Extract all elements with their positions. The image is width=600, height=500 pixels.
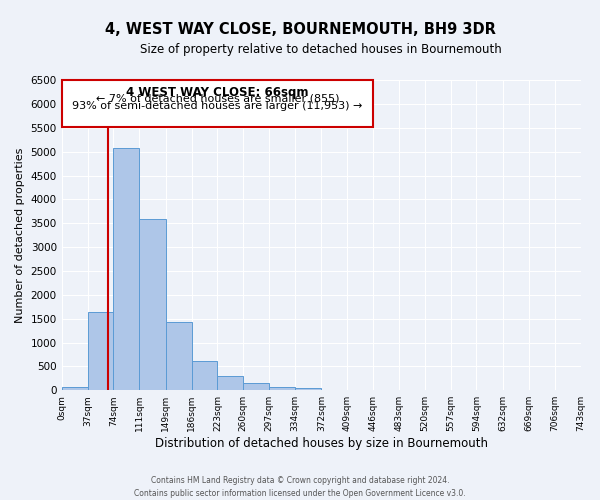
FancyBboxPatch shape bbox=[62, 80, 373, 126]
Bar bbox=[269, 386, 295, 390]
Text: ← 7% of detached houses are smaller (855): ← 7% of detached houses are smaller (855… bbox=[95, 93, 339, 103]
Bar bbox=[243, 383, 269, 390]
Bar bbox=[166, 322, 191, 390]
Text: Contains HM Land Registry data © Crown copyright and database right 2024.
Contai: Contains HM Land Registry data © Crown c… bbox=[134, 476, 466, 498]
Text: 4, WEST WAY CLOSE, BOURNEMOUTH, BH9 3DR: 4, WEST WAY CLOSE, BOURNEMOUTH, BH9 3DR bbox=[104, 22, 496, 38]
Title: Size of property relative to detached houses in Bournemouth: Size of property relative to detached ho… bbox=[140, 42, 502, 56]
Text: 4 WEST WAY CLOSE: 66sqm: 4 WEST WAY CLOSE: 66sqm bbox=[126, 86, 308, 99]
Text: 93% of semi-detached houses are larger (11,953) →: 93% of semi-detached houses are larger (… bbox=[72, 102, 362, 112]
X-axis label: Distribution of detached houses by size in Bournemouth: Distribution of detached houses by size … bbox=[155, 437, 488, 450]
Bar bbox=[88, 312, 113, 390]
Bar bbox=[217, 376, 243, 390]
Y-axis label: Number of detached properties: Number of detached properties bbox=[15, 148, 25, 323]
Bar bbox=[113, 148, 139, 390]
Bar bbox=[139, 218, 166, 390]
Bar bbox=[191, 360, 217, 390]
Bar bbox=[62, 386, 88, 390]
Bar bbox=[295, 388, 322, 390]
